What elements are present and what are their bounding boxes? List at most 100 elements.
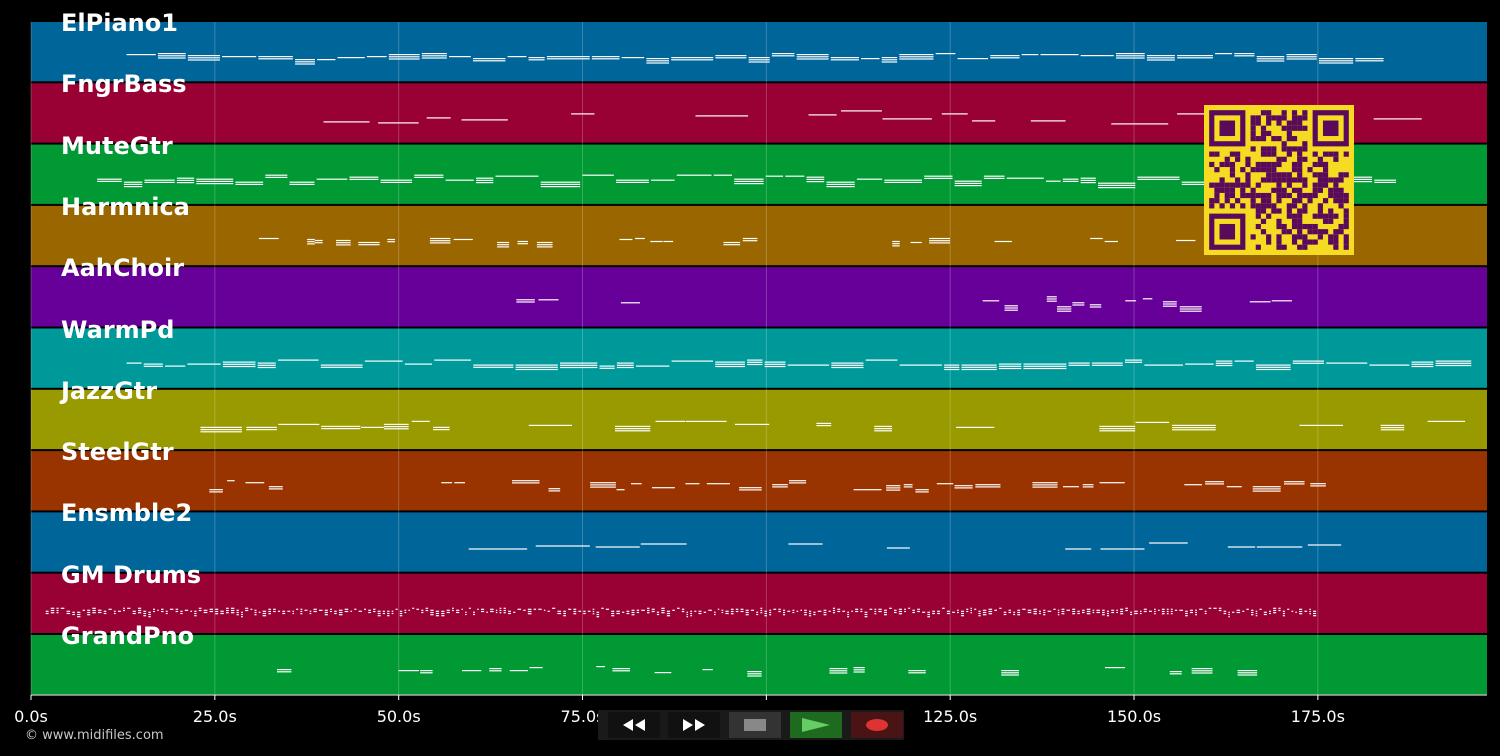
note bbox=[782, 614, 786, 616]
note bbox=[380, 179, 413, 181]
note bbox=[773, 608, 777, 610]
note bbox=[354, 608, 357, 610]
note bbox=[1120, 610, 1124, 613]
qr-module bbox=[1333, 234, 1339, 240]
note bbox=[56, 612, 59, 614]
note bbox=[1271, 300, 1292, 302]
note bbox=[421, 55, 447, 57]
qr-module bbox=[1271, 136, 1277, 142]
note bbox=[1130, 611, 1133, 613]
note bbox=[1249, 301, 1271, 303]
note bbox=[1369, 364, 1410, 366]
note bbox=[1111, 123, 1169, 125]
note bbox=[1411, 361, 1434, 363]
note bbox=[309, 612, 312, 615]
note bbox=[1380, 424, 1405, 426]
note bbox=[681, 608, 685, 610]
qr-module bbox=[1302, 192, 1308, 199]
note bbox=[641, 609, 645, 611]
qr-module bbox=[1297, 213, 1303, 219]
record-button[interactable] bbox=[851, 712, 903, 738]
fast-forward-button[interactable] bbox=[668, 712, 720, 738]
qr-module bbox=[1291, 146, 1298, 152]
rewind-button[interactable] bbox=[608, 712, 660, 738]
note bbox=[990, 57, 1020, 59]
note bbox=[377, 615, 381, 617]
note bbox=[808, 615, 812, 617]
qr-module bbox=[1297, 244, 1303, 250]
note bbox=[66, 610, 71, 612]
qr-module bbox=[1266, 167, 1272, 173]
note bbox=[209, 608, 214, 610]
note bbox=[480, 610, 485, 613]
track-lane[interactable] bbox=[31, 635, 1487, 695]
note bbox=[747, 359, 763, 361]
note bbox=[1237, 670, 1258, 672]
stop-button[interactable] bbox=[729, 712, 781, 738]
qr-module bbox=[1307, 229, 1313, 235]
note bbox=[441, 610, 445, 612]
note bbox=[430, 611, 434, 614]
qr-module bbox=[1219, 203, 1225, 209]
qr-module bbox=[1328, 234, 1334, 240]
note bbox=[1057, 310, 1072, 312]
note bbox=[1273, 607, 1277, 609]
note bbox=[320, 366, 363, 368]
note bbox=[1098, 184, 1136, 186]
qr-finder-core bbox=[1322, 120, 1339, 137]
note bbox=[874, 608, 877, 610]
note bbox=[826, 183, 855, 185]
note bbox=[742, 237, 758, 240]
note bbox=[1096, 611, 1100, 614]
note bbox=[1062, 180, 1079, 182]
note bbox=[265, 176, 288, 178]
track-lane[interactable] bbox=[31, 267, 1487, 327]
note bbox=[278, 359, 319, 361]
note bbox=[87, 609, 91, 611]
qr-module bbox=[1260, 125, 1267, 131]
note bbox=[420, 672, 433, 674]
qr-module bbox=[1286, 136, 1292, 142]
note bbox=[671, 360, 714, 362]
note bbox=[1023, 363, 1067, 365]
track-lane[interactable] bbox=[31, 22, 1487, 82]
track-label: AahChoir bbox=[61, 254, 185, 283]
qr-module bbox=[1281, 110, 1287, 116]
track-lane[interactable] bbox=[31, 512, 1487, 572]
qr-module bbox=[1322, 161, 1329, 168]
note bbox=[1047, 610, 1052, 612]
track-lane[interactable] bbox=[31, 451, 1487, 511]
note bbox=[760, 609, 763, 612]
note bbox=[681, 610, 685, 613]
qr-module bbox=[1214, 167, 1220, 173]
track-lane[interactable] bbox=[31, 389, 1487, 450]
note bbox=[590, 482, 616, 484]
note bbox=[503, 609, 506, 612]
qr-module bbox=[1266, 172, 1272, 178]
note bbox=[358, 244, 380, 246]
note bbox=[1086, 608, 1091, 610]
note bbox=[143, 365, 163, 367]
note bbox=[611, 615, 615, 617]
note bbox=[538, 299, 559, 301]
qr-module bbox=[1343, 244, 1349, 250]
note bbox=[1309, 608, 1311, 610]
note bbox=[123, 609, 125, 612]
track-lane[interactable] bbox=[31, 328, 1487, 388]
qr-module bbox=[1266, 198, 1272, 204]
qr-module bbox=[1317, 229, 1323, 235]
note bbox=[960, 615, 965, 617]
note bbox=[123, 181, 143, 183]
note bbox=[1144, 364, 1184, 366]
note bbox=[421, 53, 447, 55]
track-lane[interactable] bbox=[31, 573, 1487, 633]
note bbox=[1086, 610, 1091, 613]
note bbox=[756, 613, 759, 616]
qr-module bbox=[1224, 198, 1230, 204]
play-button[interactable] bbox=[790, 712, 842, 738]
note bbox=[899, 54, 934, 56]
note bbox=[190, 610, 193, 612]
note bbox=[640, 543, 687, 545]
note bbox=[1166, 610, 1169, 613]
note bbox=[1023, 367, 1067, 370]
